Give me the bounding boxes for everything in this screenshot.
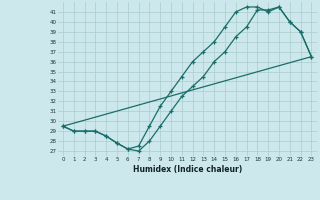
X-axis label: Humidex (Indice chaleur): Humidex (Indice chaleur) [132,165,242,174]
